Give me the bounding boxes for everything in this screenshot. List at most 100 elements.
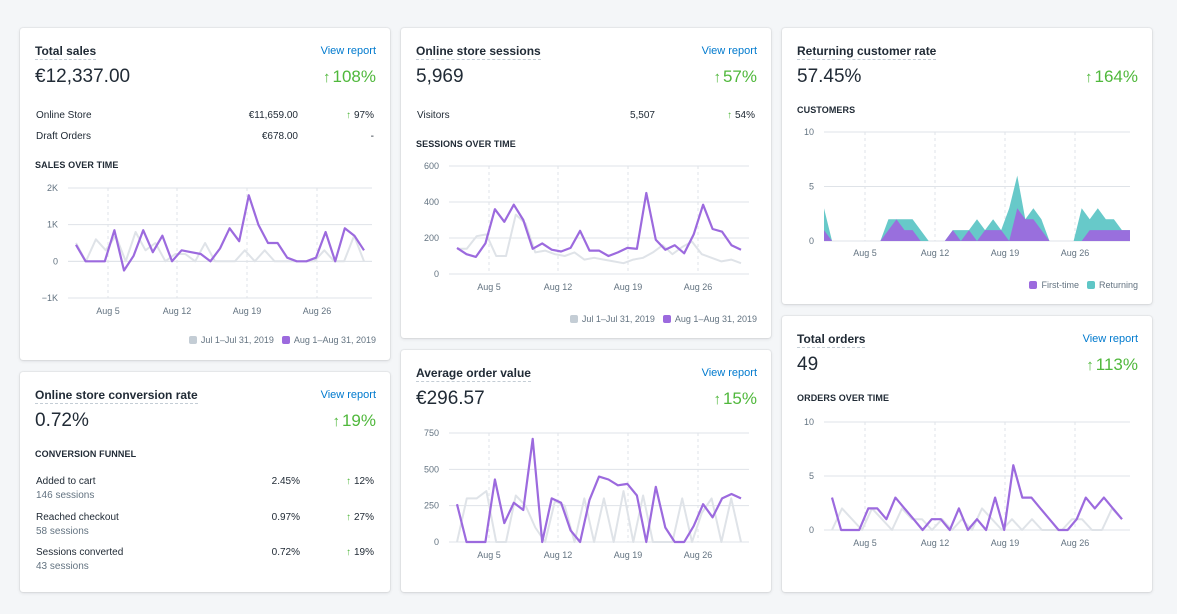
first-time-area: [824, 208, 1130, 241]
x-tick-label: Aug 26: [684, 550, 713, 560]
row-change: -: [370, 131, 374, 142]
view-report-link[interactable]: View report: [701, 367, 757, 379]
card-title[interactable]: Returning customer rate: [797, 44, 937, 60]
arrow-up-icon: ↑: [332, 413, 340, 430]
conversion-rate-card: Online store conversion rate View report…: [20, 372, 390, 592]
x-tick-label: Aug 12: [921, 538, 950, 548]
chart-legend: Jul 1–Jul 31, 2019 Aug 1–Aug 31, 2019: [562, 314, 757, 324]
section-label: SESSIONS OVER TIME: [416, 139, 516, 149]
change-indicator: ↑ 164%: [1085, 67, 1138, 86]
arrow-up-icon: ↑: [1085, 69, 1093, 86]
legend-item-first-time: First-time: [1029, 280, 1079, 290]
card-title[interactable]: Online store sessions: [416, 44, 541, 60]
returning-rate-value: 57.45%: [797, 66, 862, 87]
view-report-link[interactable]: View report: [701, 45, 757, 57]
arrow-up-icon: ↑: [1086, 357, 1094, 374]
row-change: ↑ 54%: [726, 110, 755, 121]
current-period-line: [75, 194, 365, 272]
y-tick-label: 5: [809, 471, 814, 481]
row-value: 5,507: [629, 110, 655, 121]
customers-chart: 10 5 0 Aug 5 Aug 12 Aug 19 Aug 26: [804, 127, 1130, 258]
x-tick-label: Aug 5: [477, 550, 501, 560]
y-tick-label: 10: [804, 417, 814, 427]
view-report-link[interactable]: View report: [320, 45, 376, 57]
y-tick-label: 250: [424, 501, 439, 511]
y-tick-label: 2K: [47, 183, 58, 193]
change-indicator: ↑ 19%: [332, 411, 376, 430]
arrow-up-icon: ↑: [323, 69, 331, 86]
y-tick-label: 500: [424, 464, 439, 474]
row-label: Visitors: [417, 110, 450, 121]
x-tick-label: Aug 26: [1061, 248, 1090, 258]
conversion-rate-value: 0.72%: [35, 410, 89, 431]
prior-period-line: [75, 231, 365, 263]
sessions-over-time-chart: 600 400 200 0 Aug 5 Aug 12 Aug 19 Aug 26: [424, 161, 749, 292]
chart-legend: Jul 1–Jul 31, 2019 Aug 1–Aug 31, 2019: [181, 335, 376, 345]
funnel-row-value: 0.97%: [271, 512, 300, 523]
card-title[interactable]: Total orders: [797, 332, 866, 348]
row-label: Draft Orders: [36, 131, 92, 142]
y-tick-label: 0: [53, 256, 58, 266]
prior-period-line: [457, 213, 742, 265]
card-title[interactable]: Average order value: [416, 366, 531, 382]
y-tick-label: 0: [434, 537, 439, 547]
x-tick-label: Aug 12: [163, 306, 192, 316]
total-orders-value: 49: [797, 354, 819, 375]
card-title[interactable]: Total sales: [35, 44, 97, 60]
funnel-row-sessions: 146 sessions: [36, 490, 95, 501]
total-sales-value: €12,337.00: [35, 66, 131, 87]
x-tick-label: Aug 19: [614, 282, 643, 292]
arrow-up-icon: ↑: [713, 391, 721, 408]
y-tick-label: 400: [424, 197, 439, 207]
view-report-link[interactable]: View report: [320, 389, 376, 401]
legend-item-returning: Returning: [1086, 280, 1138, 290]
section-label: SALES OVER TIME: [35, 160, 119, 170]
x-tick-label: Aug 12: [544, 550, 573, 560]
change-indicator: ↑ 57%: [713, 67, 757, 86]
y-tick-label: 1K: [47, 220, 58, 230]
row-label: Online Store: [36, 110, 92, 121]
average-order-value-chart: 750 500 250 0 Aug 5 Aug 12 Aug 19 Aug 26: [424, 428, 749, 560]
change-indicator: ↑ 113%: [1086, 355, 1138, 374]
funnel-row-value: 0.72%: [271, 547, 300, 558]
x-tick-label: Aug 19: [614, 550, 643, 560]
funnel-row-sessions: 58 sessions: [36, 526, 89, 537]
y-tick-label: 10: [804, 127, 814, 137]
card-title[interactable]: Online store conversion rate: [35, 388, 198, 404]
row-value: €678.00: [261, 131, 298, 142]
prior-period-line: [456, 490, 742, 543]
section-label: CONVERSION FUNNEL: [35, 449, 137, 459]
returning-customer-card: Returning customer rate 57.45% ↑ 164% CUS…: [782, 28, 1152, 304]
x-tick-label: Aug 19: [233, 306, 262, 316]
y-tick-label: 0: [434, 269, 439, 279]
y-tick-label: 600: [424, 161, 439, 171]
x-tick-label: Aug 12: [921, 248, 950, 258]
y-tick-label: 200: [424, 233, 439, 243]
x-tick-label: Aug 26: [684, 282, 713, 292]
total-sales-card: Total sales View report €12,337.00 ↑ 108%…: [20, 28, 390, 360]
x-tick-label: Aug 26: [1061, 538, 1090, 548]
view-report-link[interactable]: View report: [1082, 333, 1138, 345]
x-tick-label: Aug 5: [96, 306, 120, 316]
average-order-value-card: Average order value View report €296.57 …: [401, 350, 771, 592]
funnel-row-change: ↑ 19%: [345, 547, 374, 558]
section-label: CUSTOMERS: [797, 105, 856, 115]
x-tick-label: Aug 19: [991, 248, 1020, 258]
change-indicator: ↑ 108%: [323, 67, 376, 87]
change-value: 108%: [332, 67, 376, 86]
y-tick-label: 750: [424, 428, 439, 438]
arrow-up-icon: ↑: [345, 512, 351, 523]
change-indicator: ↑ 15%: [713, 389, 757, 408]
sessions-value: 5,969: [416, 66, 464, 87]
chart-legend: First-time Returning: [1021, 280, 1138, 290]
arrow-up-icon: ↑: [726, 110, 732, 121]
funnel-row-label: Added to cart: [36, 476, 96, 487]
total-orders-card: Total orders View report 49 ↑ 113% ORDERS…: [782, 316, 1152, 592]
legend-item-prior: Jul 1–Jul 31, 2019: [188, 335, 274, 345]
current-period-line: [456, 191, 742, 258]
section-label: ORDERS OVER TIME: [797, 393, 890, 403]
aov-value: €296.57: [416, 388, 485, 409]
row-change: ↑ 97%: [345, 110, 374, 121]
funnel-row-change: ↑ 27%: [345, 512, 374, 523]
x-tick-label: Aug 12: [544, 282, 573, 292]
